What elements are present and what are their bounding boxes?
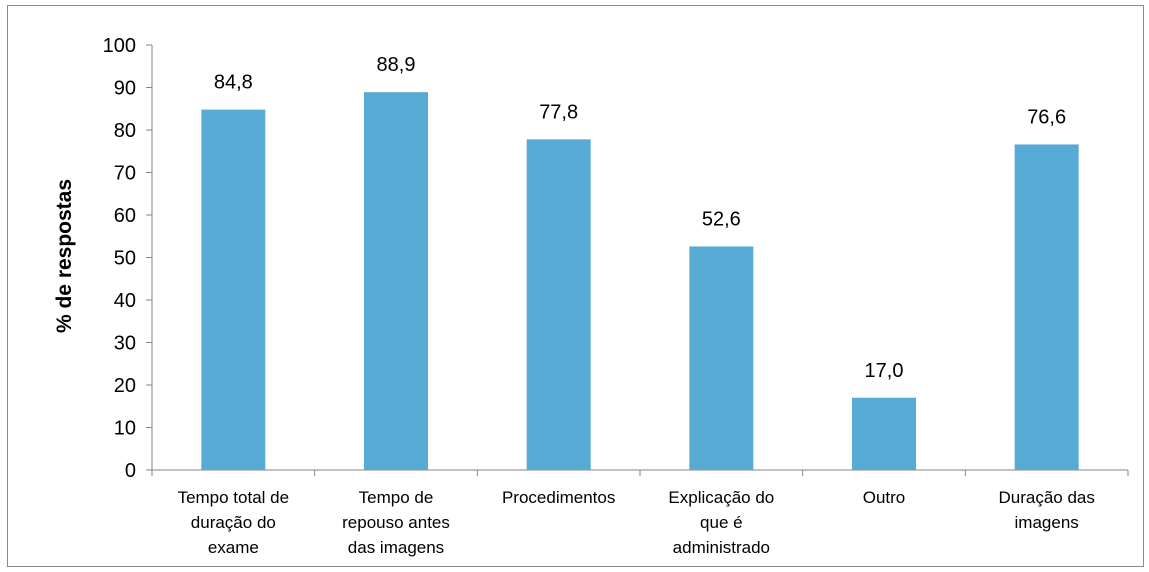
category-label: Duração das imagens: [998, 488, 1094, 532]
bars: [201, 92, 1079, 471]
category-label-line: Duração das: [998, 488, 1094, 507]
category-label-line: repouso antes: [342, 513, 450, 532]
bar: [364, 92, 428, 471]
y-tick-label: 10: [114, 418, 136, 440]
y-tick-label: 80: [114, 120, 136, 142]
labels: 0 10 20 30 40 50 60 70 80 90 100 84,8 Tempo total de…: [103, 35, 1095, 557]
data-label: 17,0: [865, 360, 904, 382]
data-label: 84,8: [214, 72, 253, 94]
y-axis-title: % de respostas: [53, 179, 76, 333]
data-label: 52,6: [702, 208, 741, 230]
axes: [146, 44, 1129, 476]
data-label: 77,8: [539, 101, 578, 123]
bar: [1014, 144, 1079, 470]
category-label: Procedimentos: [502, 488, 615, 507]
category-label-line: Outro: [863, 488, 906, 507]
y-tick-label: 30: [114, 333, 136, 355]
y-tick-label: 50: [114, 248, 136, 270]
category-label: Tempo de repouso antes das imagens: [342, 488, 450, 557]
category-label: Tempo total de duração do exame: [178, 488, 290, 557]
category-label-line: Explicação do: [668, 488, 774, 507]
category-label-line: duração do: [191, 513, 276, 532]
bar: [201, 109, 266, 470]
category-label-line: das imagens: [348, 538, 444, 557]
category-label-line: que é: [700, 513, 743, 532]
category-label-line: Tempo total de: [178, 488, 290, 507]
category-label-line: exame: [208, 538, 259, 557]
y-tick-label: 20: [114, 375, 136, 397]
data-label: 76,6: [1027, 106, 1066, 128]
y-tick-label: 90: [114, 78, 136, 100]
y-tick-label: 100: [103, 35, 136, 57]
y-tick-label: 40: [114, 290, 136, 312]
category-label: Explicação do que é administrado: [668, 488, 774, 557]
y-tick-label: 0: [125, 460, 136, 482]
category-label-line: imagens: [1015, 513, 1079, 532]
y-tick-label: 60: [114, 205, 136, 227]
data-label: 88,9: [377, 54, 416, 76]
category-label-line: administrado: [673, 538, 770, 557]
category-label-line: Tempo de: [359, 488, 434, 507]
category-label-line: Procedimentos: [502, 488, 615, 507]
bar: [526, 139, 591, 470]
y-tick-label: 70: [114, 163, 136, 185]
bar: [852, 397, 916, 470]
category-label: Outro: [863, 488, 906, 507]
bar: [689, 246, 754, 470]
